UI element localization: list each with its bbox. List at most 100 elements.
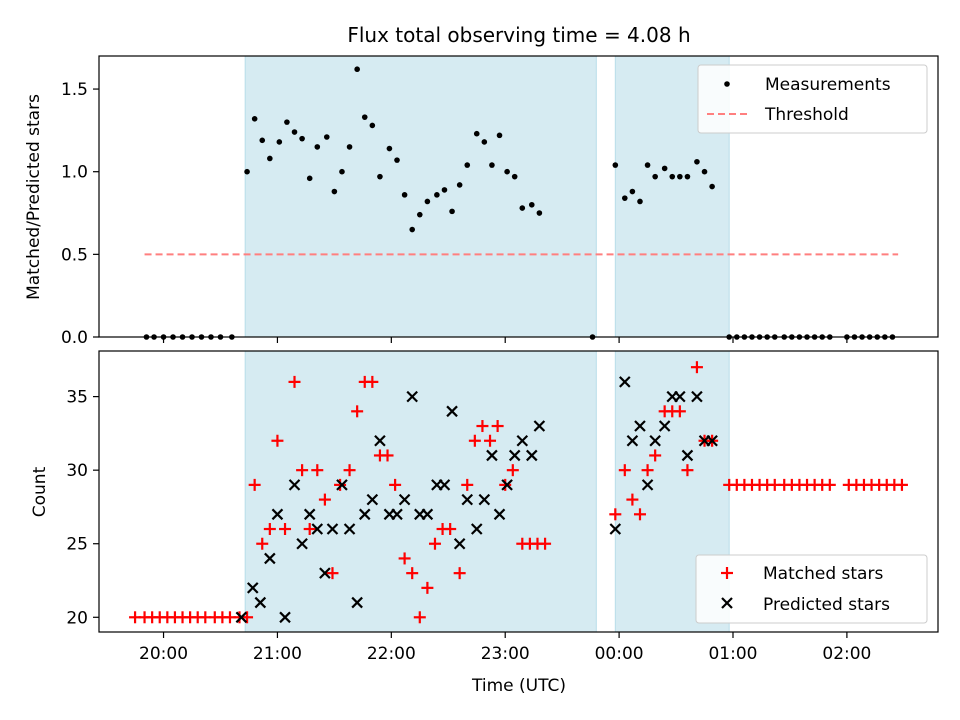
measurement-point-17: [299, 135, 305, 142]
matched-star-point-32: [381, 449, 394, 462]
predicted-star-point-46: [674, 390, 686, 403]
measurement-point-30: [401, 192, 408, 198]
measurement-point-53: [644, 162, 651, 168]
predicted-star-point-26: [446, 405, 458, 418]
matched-star-point-22: [303, 523, 316, 536]
measurement-point-54: [652, 173, 658, 180]
measurement-point-46: [528, 201, 535, 208]
predicted-star-point-3: [264, 552, 276, 565]
predicted-star-point-4: [271, 508, 284, 521]
measurement-point-10: [244, 168, 250, 175]
matched-star-point-55: [626, 493, 639, 506]
predicted-star-point-41: [634, 420, 646, 432]
matched-star-point-33: [389, 478, 402, 491]
measurement-point-36: [449, 208, 455, 215]
matched-star-point-79: [823, 478, 836, 491]
chart-title: Flux total observing time = 4.08 h: [347, 23, 690, 47]
measurement-point-57: [677, 173, 683, 180]
predicted-star-point-11: [326, 523, 339, 535]
xtick-label-6: 02:00: [822, 644, 871, 664]
predicted-star-point-47: [681, 449, 694, 462]
top-legend-box: [697, 64, 928, 134]
predicted-star-point-25: [438, 479, 451, 491]
matched-star-point-26: [334, 478, 347, 491]
bottom-ytick-label-0: 20: [66, 608, 88, 628]
predicted-star-point-1: [246, 582, 259, 594]
measurement-point-16: [291, 129, 298, 135]
predicted-star-point-9: [311, 523, 324, 535]
matched-star-point-23: [311, 464, 324, 477]
predicted-star-point-6: [288, 479, 301, 491]
bottom-y-axis-label: Count: [30, 466, 50, 517]
top-shaded-intervals: [244, 55, 730, 338]
top-plot-frame: [98, 55, 939, 338]
predicted-star-point-34: [508, 449, 521, 462]
legend-threshold-label: Threshold: [764, 105, 849, 125]
matched-star-point-18: [271, 434, 284, 447]
measurement-point-19: [314, 144, 321, 150]
top-ytick-label-1: 0.5: [61, 245, 88, 265]
predicted-star-point-15: [358, 508, 371, 521]
bottom-y-ticks: 20 25 30 35: [66, 388, 99, 628]
measurement-point-28: [386, 145, 393, 152]
matched-star-point-48: [506, 464, 519, 477]
matched-star-point-25: [326, 567, 339, 580]
matched-star-point-42: [461, 478, 474, 491]
measurement-point-37: [456, 182, 463, 188]
predicted-star-point-42: [641, 479, 654, 491]
x-axis-label: Time (UTC): [471, 676, 566, 696]
matched-star-point-15: [248, 478, 261, 491]
predicted-star-point-16: [366, 493, 379, 506]
measurement-point-42: [496, 132, 503, 139]
measurement-point-33: [424, 198, 431, 205]
measurement-point-45: [519, 205, 526, 211]
measurement-point-60: [701, 168, 708, 175]
matched-star-point-43: [468, 434, 481, 447]
predicted-star-point-13: [343, 523, 356, 535]
predicted-star-point-37: [533, 420, 546, 432]
predicted-star-point-21: [406, 390, 418, 403]
predicted-star-point-10: [319, 567, 331, 579]
bottom-ytick-label-3: 35: [66, 388, 88, 408]
matched-star-point-24: [318, 493, 331, 506]
bottom-ytick-label-2: 30: [66, 461, 88, 481]
legend-matched-marker: [721, 567, 733, 579]
matched-star-point-57: [641, 464, 654, 477]
predicted-star-point-38: [609, 523, 622, 535]
matched-star-point-63: [690, 361, 703, 374]
matched-star-point-27: [343, 464, 356, 477]
matched-star-point-40: [444, 523, 457, 536]
predicted-star-point-0: [235, 611, 248, 624]
measurement-point-49: [612, 162, 619, 168]
xtick-label-2: 22:00: [367, 644, 416, 664]
predicted-star-point-14: [351, 596, 363, 609]
matched-star-point-58: [649, 449, 662, 462]
matched-star-point-17: [263, 523, 276, 536]
measurement-point-34: [434, 192, 440, 198]
predicted-star-point-23: [421, 508, 434, 521]
measurement-point-32: [416, 211, 423, 218]
matched-star-point-61: [673, 405, 686, 418]
matched-star-point-41: [453, 567, 466, 580]
predicted-star-point-2: [254, 596, 267, 609]
measurement-point-27: [377, 173, 383, 180]
measurement-point-56: [669, 173, 676, 180]
top-y-ticks: 0.0 0.5 1.0 1.5: [61, 80, 99, 348]
matched-star-point-45: [484, 434, 497, 447]
top-ytick-label-3: 1.5: [61, 80, 88, 100]
legend-predicted-marker: [721, 597, 733, 609]
measurement-point-21: [331, 188, 338, 195]
top-y-axis-label: Matched/Predicted stars: [24, 94, 44, 300]
predicted-star-point-31: [486, 449, 498, 462]
measurement-point-26: [369, 122, 376, 129]
matched-star-point-87: [895, 478, 908, 491]
measurement-point-20: [323, 134, 330, 140]
predicted-star-point-7: [296, 537, 308, 550]
measurement-point-31: [409, 226, 416, 233]
measurement-point-58: [684, 173, 691, 180]
matched-star-point-37: [421, 581, 434, 594]
legend-matched-label: Matched stars: [763, 564, 883, 584]
measurement-point-40: [481, 139, 488, 145]
top-legend: Measurements Threshold: [697, 64, 928, 134]
measurement-point-23: [346, 144, 353, 150]
